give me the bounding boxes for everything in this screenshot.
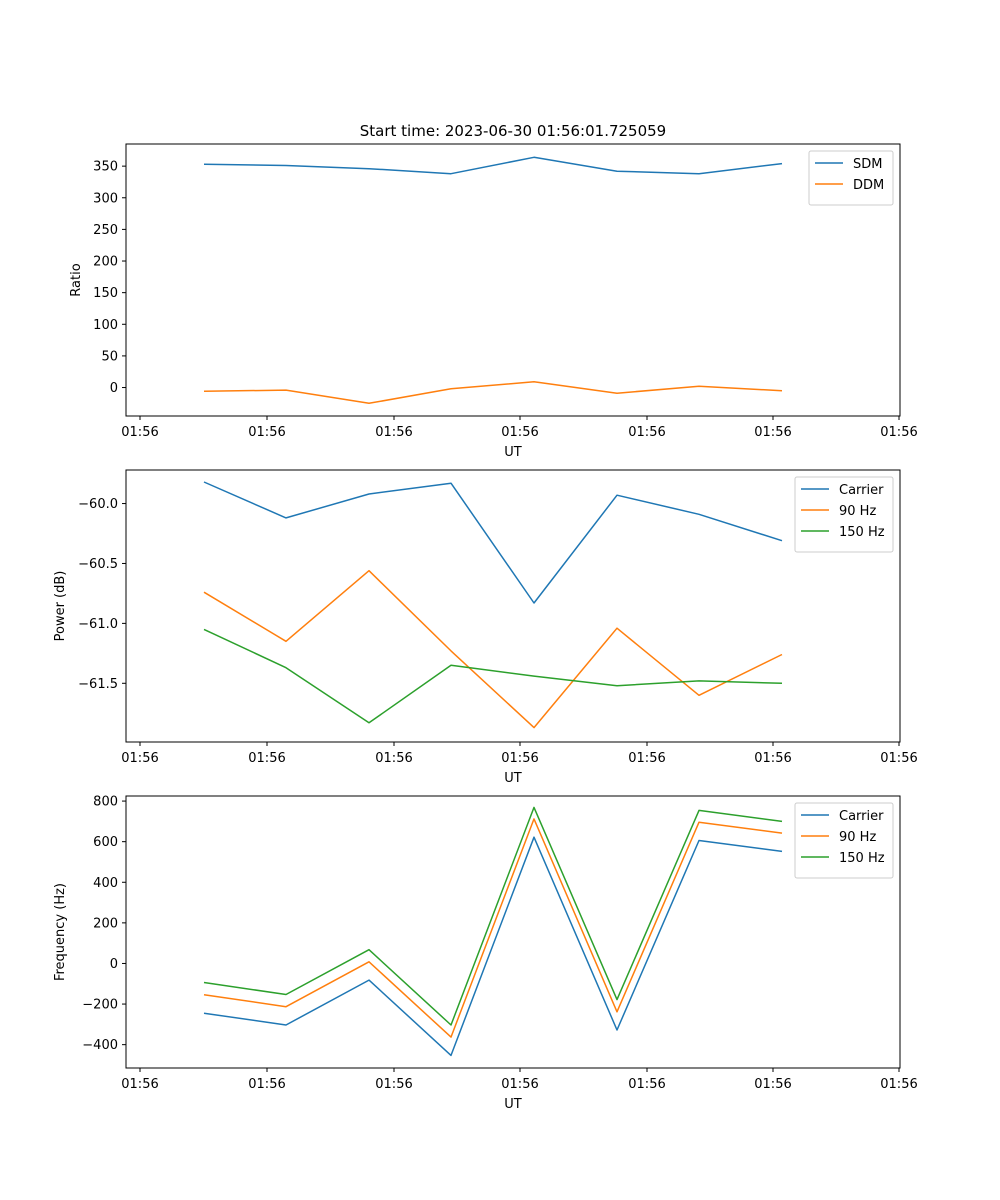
x-tick-label: 01:56 — [248, 751, 285, 766]
series-line-150-hz — [203, 628, 783, 724]
y-tick-label: 250 — [93, 223, 118, 238]
y-axis-label: Frequency (Hz) — [53, 883, 68, 981]
y-tick-label: 200 — [93, 255, 118, 270]
x-tick-label: 01:56 — [375, 1077, 412, 1092]
y-tick-label: −400 — [82, 1038, 118, 1053]
axes-frame — [125, 795, 901, 1069]
y-tick-label: 0 — [110, 957, 118, 972]
legend: Carrier 90 Hz 150 Hz — [794, 476, 894, 553]
y-tick-label: 400 — [93, 876, 118, 891]
legend-label: 90 Hz — [839, 504, 876, 519]
x-tick-label: 01:56 — [121, 425, 158, 440]
series-line-90-hz — [203, 569, 783, 729]
legend-box — [794, 476, 894, 553]
series-line-sdm — [203, 156, 783, 175]
subplot-2: 01:56 01:56 01:56 01:56 01:56 01:56 01:56 −61.5… — [53, 469, 918, 786]
legend-label: Carrier — [839, 483, 884, 498]
x-tick-label: 01:56 — [501, 425, 538, 440]
y-axis-label: Ratio — [69, 263, 84, 296]
y-tick-label: −61.0 — [78, 617, 118, 632]
x-tick-label: 01:56 — [628, 751, 665, 766]
y-tick-label: 800 — [93, 795, 118, 810]
x-tick-label: 01:56 — [121, 751, 158, 766]
y-tick-label: 150 — [93, 286, 118, 301]
x-tick-label: 01:56 — [754, 751, 791, 766]
x-tick-label: 01:56 — [754, 1077, 791, 1092]
series-line-90-hz — [203, 818, 783, 1038]
x-tick-label: 01:56 — [501, 751, 538, 766]
subplot-1: 01:56 01:56 01:56 01:56 01:56 01:56 01:56 0 50 10… — [69, 143, 918, 460]
x-tick-label: 01:56 — [375, 425, 412, 440]
legend-box — [794, 802, 894, 879]
series-line-carrier — [203, 836, 783, 1057]
x-tick-label: 01:56 — [880, 425, 917, 440]
y-tick-label: 600 — [93, 835, 118, 850]
chart-title: Start time: 2023-06-30 01:56:01.725059 — [360, 122, 666, 140]
axes-frame — [125, 143, 901, 417]
x-tick-label: 01:56 — [375, 751, 412, 766]
y-tick-label: 100 — [93, 318, 118, 333]
legend-label: 150 Hz — [839, 851, 885, 866]
x-tick-label: 01:56 — [248, 425, 285, 440]
legend-label: SDM — [853, 157, 882, 172]
series-line-150-hz — [203, 806, 783, 1026]
x-axis-label: UT — [504, 445, 522, 460]
x-tick-label: 01:56 — [501, 1077, 538, 1092]
y-tick-label: 350 — [93, 160, 118, 175]
x-tick-label: 01:56 — [628, 425, 665, 440]
series-line-carrier — [203, 481, 783, 604]
legend: Carrier 90 Hz 150 Hz — [794, 802, 894, 879]
x-tick-label: 01:56 — [754, 425, 791, 440]
legend-label: DDM — [853, 178, 884, 193]
y-tick-label: 0 — [110, 381, 118, 396]
legend-label: 90 Hz — [839, 830, 876, 845]
y-tick-label: −200 — [82, 998, 118, 1013]
legend-box — [808, 150, 894, 206]
legend: SDM DDM — [808, 150, 894, 206]
y-tick-label: −60.5 — [78, 557, 118, 572]
y-tick-label: 200 — [93, 916, 118, 931]
y-axis-label: Power (dB) — [53, 571, 68, 642]
y-tick-label: −61.5 — [78, 677, 118, 692]
x-tick-label: 01:56 — [248, 1077, 285, 1092]
legend-label: Carrier — [839, 809, 884, 824]
axes-frame — [125, 469, 901, 743]
x-tick-label: 01:56 — [121, 1077, 158, 1092]
x-tick-label: 01:56 — [628, 1077, 665, 1092]
x-axis-label: UT — [504, 771, 522, 786]
y-tick-label: 50 — [101, 349, 118, 364]
x-axis-label: UT — [504, 1097, 522, 1112]
series-line-ddm — [203, 381, 783, 405]
x-tick-label: 01:56 — [880, 751, 917, 766]
subplot-3: 01:56 01:56 01:56 01:56 01:56 01:56 01:56 −400 −… — [53, 795, 918, 1112]
y-tick-label: 300 — [93, 191, 118, 206]
x-tick-label: 01:56 — [880, 1077, 917, 1092]
y-tick-label: −60.0 — [78, 497, 118, 512]
legend-label: 150 Hz — [839, 525, 885, 540]
